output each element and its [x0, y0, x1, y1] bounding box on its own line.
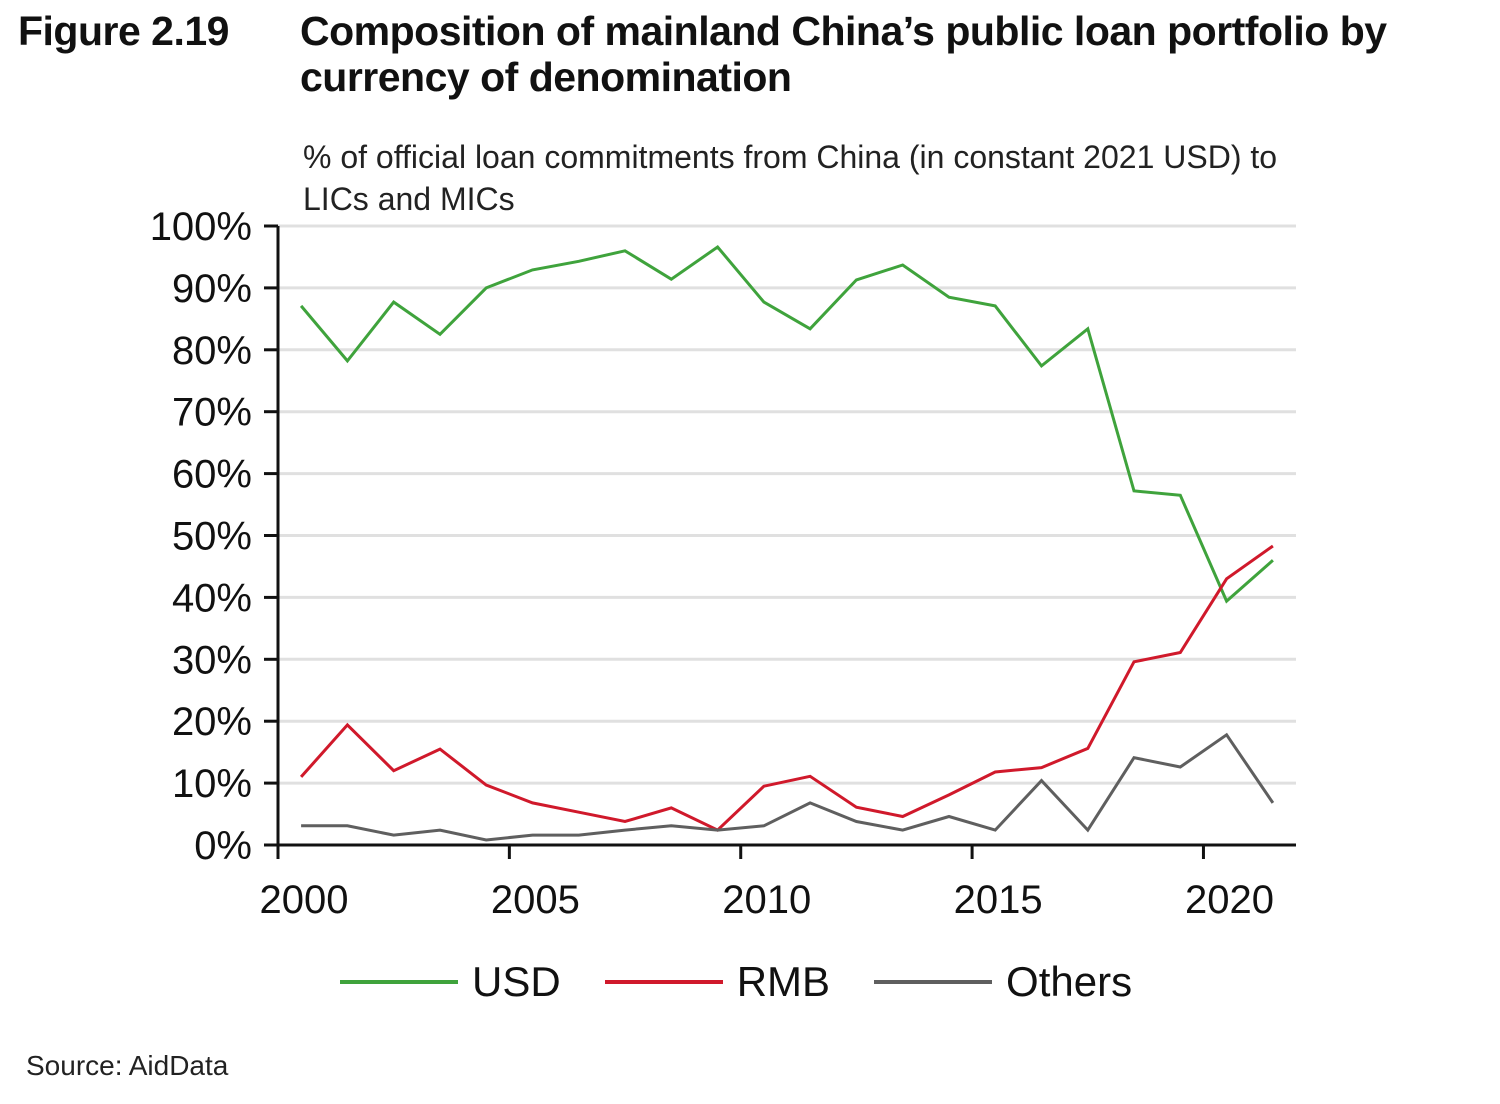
y-axis-ticks: 0% 10% 20% 30% 40% 50% 60% 70% 80% 90% 100% — [150, 205, 278, 868]
legend-swatch-rmb — [604, 980, 723, 984]
source-note: Source: AidData — [26, 1050, 229, 1081]
series-lines — [299, 244, 1275, 842]
x-axis-ticks: 2000 2005 2010 2015 2020 — [260, 845, 1274, 922]
y-tick-label: 60% — [172, 453, 252, 497]
series-line-others — [301, 732, 1275, 842]
legend-label-usd: USD — [472, 958, 561, 1005]
legend-item-usd: USD — [340, 958, 561, 1006]
x-tick-label: 2020 — [1185, 878, 1274, 922]
y-tick-label: 40% — [172, 576, 252, 620]
y-tick-label: 20% — [172, 700, 252, 744]
series-line-usd — [299, 244, 1274, 604]
x-tick-label: 2005 — [491, 878, 580, 922]
gridlines — [278, 224, 1296, 785]
x-tick-label: 2015 — [954, 878, 1043, 922]
y-tick-label: 0% — [194, 824, 252, 868]
y-tick-label: 50% — [172, 515, 252, 559]
chart-subtitle: % of official loan commitments from Chin… — [303, 139, 1278, 217]
axes — [264, 226, 1296, 847]
legend-item-others: Others — [874, 958, 1132, 1006]
y-tick-label: 10% — [172, 762, 252, 806]
y-tick-label: 80% — [172, 329, 252, 373]
legend-item-rmb: RMB — [604, 958, 831, 1006]
legend-swatch-usd — [340, 980, 458, 984]
y-tick-label: 100% — [150, 205, 252, 249]
legend: USD RMB Others — [340, 958, 1176, 1006]
x-tick-label: 2000 — [260, 878, 349, 922]
y-tick-label: 90% — [172, 267, 252, 311]
figure-label: Figure 2.19 — [18, 8, 229, 54]
legend-swatch-others — [874, 980, 993, 984]
figure-title: Composition of mainland China’s public l… — [300, 8, 1387, 100]
series-line-rmb — [299, 544, 1274, 832]
x-tick-label: 2010 — [722, 878, 811, 922]
y-tick-label: 30% — [172, 638, 252, 682]
y-tick-label: 70% — [172, 391, 252, 435]
legend-label-rmb: RMB — [736, 958, 831, 1005]
legend-label-others: Others — [1006, 958, 1133, 1005]
